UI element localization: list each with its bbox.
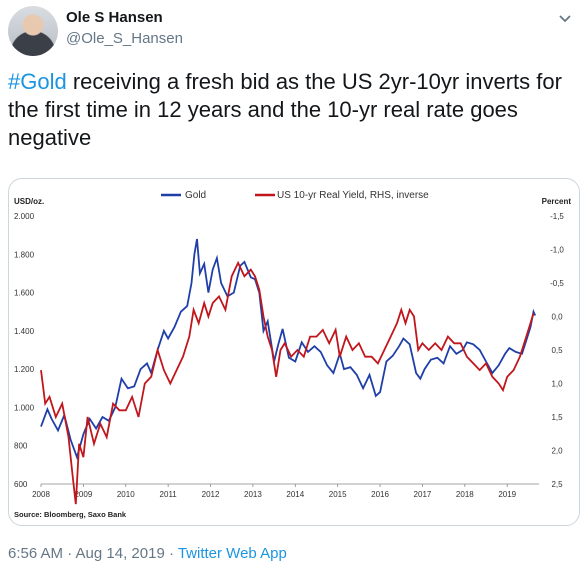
avatar[interactable] (8, 6, 58, 56)
x-tick-label: 2018 (456, 490, 474, 499)
right-tick-label: 1,0 (551, 380, 563, 389)
x-tick-label: 2019 (498, 490, 516, 499)
legend: Gold US 10-yr Real Yield, RHS, inverse (161, 190, 429, 201)
author-name[interactable]: Ole S Hansen (66, 9, 163, 26)
left-tick-label: 2.000 (14, 212, 35, 221)
x-tick-label: 2009 (74, 490, 92, 499)
series-real-yield-line (40, 260, 535, 505)
right-tick-label: 1,5 (551, 413, 563, 422)
right-axis-title: Percent (542, 197, 572, 206)
x-tick-label: 2014 (286, 490, 304, 499)
x-tick-label: 2008 (32, 490, 50, 499)
left-tick-label: 1.800 (14, 250, 35, 259)
x-tick-label: 2016 (371, 490, 389, 499)
tweet-timestamp: 6:56 AM · Aug 14, 2019 · Twitter Web App (8, 545, 287, 562)
x-tick-label: 2017 (414, 490, 432, 499)
gold-vs-real-yield-chart: 2.000 1.800 1.600 1.400 1.200 1.000 800 600 -1,… (14, 190, 572, 519)
legend-yield-label: US 10-yr Real Yield, RHS, inverse (277, 190, 429, 201)
x-tick-label: 2013 (244, 490, 262, 499)
right-tick-label: -1,0 (550, 246, 564, 255)
right-tick-label: -0,5 (550, 279, 564, 288)
chart-image[interactable]: 2.000 1.800 1.600 1.400 1.200 1.000 800 600 -1,… (8, 178, 580, 526)
left-tick-label: 600 (14, 480, 28, 489)
author-handle[interactable]: @Ole_S_Hansen (66, 30, 183, 47)
left-tick-label: 1.600 (14, 289, 35, 298)
left-tick-label: 1.000 (14, 403, 35, 412)
x-tick-label: 2011 (160, 490, 178, 499)
left-axis-title: USD/oz. (14, 197, 44, 206)
right-tick-label: 0,5 (551, 346, 563, 355)
chevron-down-icon[interactable] (557, 10, 573, 26)
x-tick-label: 2012 (202, 490, 220, 499)
series-gold-line (40, 238, 537, 461)
right-tick-label: 0,0 (551, 313, 563, 322)
hashtag-link[interactable]: #Gold (8, 69, 67, 94)
tweet-text: #Gold receiving a fresh bid as the US 2y… (8, 68, 573, 152)
left-tick-label: 1.200 (14, 365, 35, 374)
chart-source: Source: Bloomberg, Saxo Bank (14, 510, 127, 519)
right-tick-label: -1,5 (550, 212, 564, 221)
left-tick-label: 1.400 (14, 327, 35, 336)
tweet-time[interactable]: 6:56 AM · Aug 14, 2019 · (8, 545, 178, 562)
x-tick-label: 2010 (117, 490, 135, 499)
legend-gold-label: Gold (185, 190, 206, 201)
tweet-body: receiving a fresh bid as the US 2yr-10yr… (8, 69, 562, 150)
right-tick-label: 2,5 (551, 480, 563, 489)
left-tick-label: 800 (14, 442, 28, 451)
tweet-source-app[interactable]: Twitter Web App (177, 545, 287, 562)
x-tick-label: 2015 (329, 490, 347, 499)
right-tick-label: 2,0 (551, 447, 563, 456)
